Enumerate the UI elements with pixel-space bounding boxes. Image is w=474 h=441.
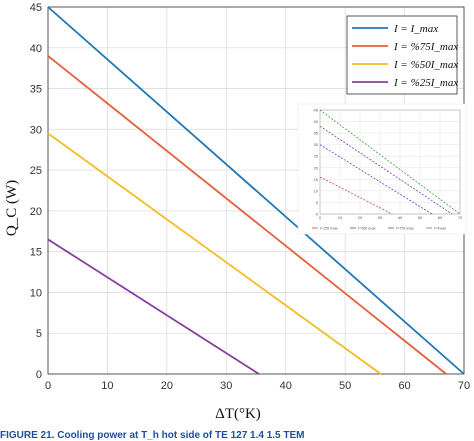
- inset-y-tick-label: 10: [314, 188, 319, 193]
- inset-x-tick-label: 20: [358, 215, 363, 220]
- series-line-4: [47, 238, 260, 375]
- inset-series-line-4: [319, 176, 393, 215]
- inset-series-line-3: [319, 144, 433, 215]
- x-tick-label: 50: [339, 380, 351, 392]
- y-axis-title: Q_C (W): [4, 180, 20, 236]
- y-tick-label: 20: [30, 206, 42, 218]
- x-tick-label: 40: [280, 380, 292, 392]
- series-line-1: [47, 6, 465, 375]
- series-line-3: [47, 132, 382, 375]
- x-tick-label: 20: [161, 380, 173, 392]
- y-tick-label: 10: [30, 287, 42, 299]
- inset-y-tick-label: 40: [314, 119, 319, 124]
- legend-label-2: I = %75I_max: [393, 41, 458, 53]
- y-tick-label: 35: [30, 84, 42, 96]
- x-tick-label: 60: [398, 380, 410, 392]
- inset-y-tick-label: 35: [314, 131, 319, 136]
- inset-legend-label-2: I=50I max: [358, 226, 376, 231]
- y-tick-label: 30: [30, 124, 42, 136]
- y-tick-label: 25: [30, 165, 42, 177]
- inset-series-line-2: [319, 125, 453, 215]
- inset-x-tick-label: 30: [378, 215, 383, 220]
- inset-y-tick-label: 5: [316, 200, 319, 205]
- series-line-2: [47, 55, 447, 375]
- legend-box: [346, 15, 458, 95]
- legend-label-1: I = I_max: [393, 23, 438, 35]
- inset-x-tick-label: 40: [398, 215, 403, 220]
- inset-frame: [319, 109, 461, 215]
- inset-y-tick-label: 0: [316, 212, 319, 217]
- inset-y-tick-label: 25: [314, 154, 319, 159]
- y-tick-label: 45: [30, 2, 42, 14]
- main-series-group: [47, 6, 465, 375]
- inset-x-tick-label: 60: [438, 215, 443, 220]
- inset-y-tick-label: 45: [314, 108, 319, 113]
- x-tick-label: 10: [101, 380, 113, 392]
- y-tick-label: 40: [30, 43, 42, 55]
- inset-x-tick-label: 0: [319, 215, 322, 220]
- y-tick-label: 15: [30, 247, 42, 259]
- legend: I = I_max I = %75I_max I = %50I_max I = %25…: [346, 15, 458, 95]
- inset-y-tick-label: 30: [314, 142, 319, 147]
- x-tick-label: 70: [458, 380, 470, 392]
- y-tick-label: 5: [36, 328, 42, 340]
- y-tick-label: 0: [36, 369, 42, 381]
- inset-legend-label-1: I=25I max: [320, 226, 338, 231]
- inset-y-tick-label: 20: [314, 165, 319, 170]
- inset-x-tick-label: 10: [338, 215, 343, 220]
- legend-label-3: I = %50I_max: [393, 59, 458, 71]
- x-tick-label: 30: [220, 380, 232, 392]
- legend-label-4: I = %25I_max: [393, 77, 458, 89]
- inset-legend-label-4: I=Imax: [434, 226, 446, 231]
- inset-y-tick-label: 15: [314, 177, 319, 182]
- figure-caption: FIGURE 21. Cooling power at T_h hot side…: [0, 430, 305, 441]
- x-tick-label: 0: [45, 380, 51, 392]
- inset-legend-label-3: I=75I max: [396, 226, 414, 231]
- inset-x-tick-label: 70: [458, 215, 463, 220]
- x-axis-title: ΔT(°K): [215, 406, 261, 422]
- inset-background: [297, 103, 467, 235]
- inset-series-line-1: [319, 109, 461, 215]
- inset-x-tick-label: 50: [418, 215, 423, 220]
